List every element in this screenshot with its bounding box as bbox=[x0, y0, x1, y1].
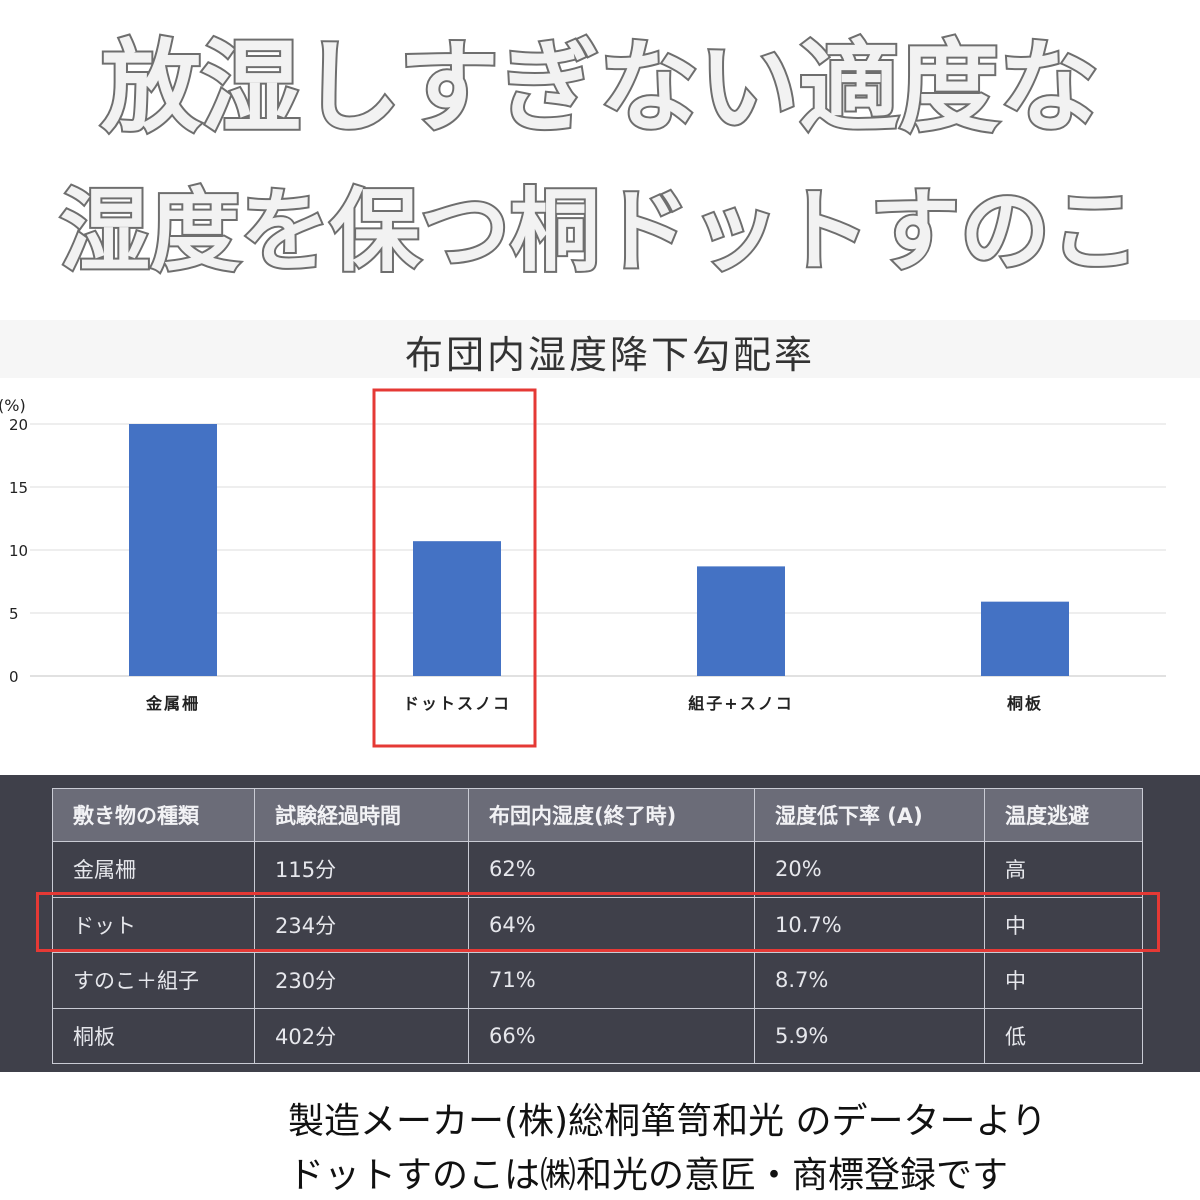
table-row: 金属柵 115分 62% 20% 高 bbox=[52, 841, 1143, 898]
bar bbox=[413, 541, 501, 676]
headline-line-1: 放湿しすぎない適度な bbox=[101, 29, 1099, 146]
headline: 放湿しすぎない適度な 湿度を保つ桐ドットすのこ bbox=[58, 27, 1142, 286]
y-tick-label: 10 bbox=[9, 542, 28, 560]
x-axis-labels: 金属柵 ドットスノコ 組子+スノコ 桐板 bbox=[145, 694, 1043, 713]
chart-title-band bbox=[0, 320, 1200, 378]
table-cell: 高 bbox=[984, 841, 1143, 898]
table-cell: 8.7% bbox=[754, 952, 985, 1009]
table-header-row: 敷き物の種類 試験経過時間 布団内湿度(終了時) 湿度低下率 (A) 温度逃避 bbox=[52, 788, 1143, 842]
table-panel: 敷き物の種類 試験経過時間 布団内湿度(終了時) 湿度低下率 (A) 温度逃避 … bbox=[0, 775, 1200, 1072]
x-tick-label: 金属柵 bbox=[145, 694, 200, 713]
headline-line-2: 湿度を保つ桐ドットすのこ bbox=[60, 179, 1140, 284]
table-cell: 66% bbox=[468, 1007, 755, 1064]
table-cell: 金属柵 bbox=[52, 841, 255, 898]
table-cell: 402分 bbox=[254, 1007, 469, 1064]
bar bbox=[981, 601, 1069, 676]
bar-chart: 布団内湿度降下勾配率 (%) 0 5 10 15 20 金属柵 ドットスノコ 組子+スノコ 桐… bbox=[0, 320, 1200, 748]
table-cell: 中 bbox=[984, 952, 1143, 1009]
table-cell: 234分 bbox=[254, 896, 469, 953]
table-cell: 中 bbox=[984, 896, 1143, 953]
table-cell: 10.7% bbox=[754, 896, 985, 953]
chart-bars bbox=[129, 424, 1069, 676]
table-cell: 5.9% bbox=[754, 1007, 985, 1064]
table-cell: 71% bbox=[468, 952, 755, 1009]
table-cell: 20% bbox=[754, 841, 985, 898]
table-cell: ドット bbox=[52, 896, 255, 953]
bar bbox=[129, 424, 217, 676]
y-tick-label: 15 bbox=[9, 479, 28, 497]
x-tick-label: 桐板 bbox=[1007, 694, 1043, 713]
table-cell: 桐板 bbox=[52, 1007, 255, 1064]
highlight-box bbox=[372, 388, 537, 748]
y-tick-label: 5 bbox=[9, 605, 19, 623]
x-tick-label: 組子+スノコ bbox=[688, 694, 793, 713]
table-cell: すのこ＋組子 bbox=[52, 952, 255, 1009]
y-axis-ticks: 0 5 10 15 20 bbox=[9, 416, 28, 686]
data-table: 敷き物の種類 試験経過時間 布団内湿度(終了時) 湿度低下率 (A) 温度逃避 … bbox=[52, 788, 1143, 1064]
chart-grid bbox=[30, 423, 1166, 677]
column-header: 布団内湿度(終了時) bbox=[468, 788, 755, 842]
column-header: 湿度低下率 (A) bbox=[754, 788, 985, 842]
chart-title: 布団内湿度降下勾配率 bbox=[405, 333, 815, 377]
source-note: 製造メーカー(株)総桐箪笥和光 のデーターより bbox=[288, 1101, 1047, 1142]
table-cell: 64% bbox=[468, 896, 755, 953]
column-header: 敷き物の種類 bbox=[52, 788, 255, 842]
table-cell: 230分 bbox=[254, 952, 469, 1009]
trademark-note: ドットすのこは㈱和光の意匠・商標登録です bbox=[288, 1155, 1009, 1196]
table-row: ドット 234分 64% 10.7% 中 bbox=[52, 896, 1143, 953]
table-cell: 62% bbox=[468, 841, 755, 898]
y-tick-label: 0 bbox=[9, 668, 19, 686]
x-tick-label: ドットスノコ bbox=[403, 694, 511, 713]
table-cell: 115分 bbox=[254, 841, 469, 898]
y-tick-label: 20 bbox=[9, 416, 28, 434]
column-header: 温度逃避 bbox=[984, 788, 1143, 842]
column-header: 試験経過時間 bbox=[254, 788, 469, 842]
bar bbox=[697, 566, 785, 676]
table-cell: 低 bbox=[984, 1007, 1143, 1064]
table-row: すのこ＋組子 230分 71% 8.7% 中 bbox=[52, 952, 1143, 1009]
y-axis-label: (%) bbox=[0, 396, 26, 415]
table-row: 桐板 402分 66% 5.9% 低 bbox=[52, 1007, 1143, 1064]
